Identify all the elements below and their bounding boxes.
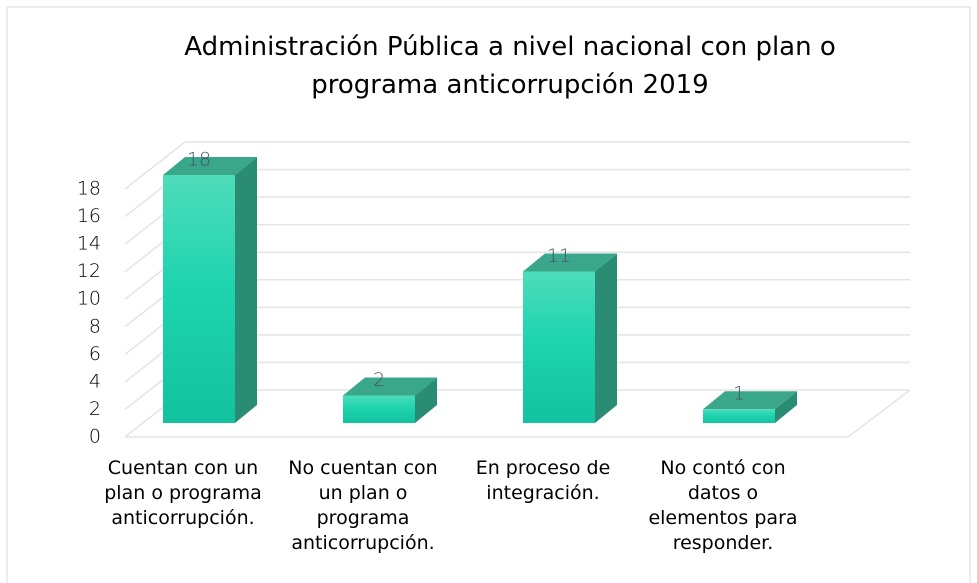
bar-face <box>523 253 617 272</box>
grid-line <box>124 141 186 190</box>
bar <box>163 157 257 423</box>
bar-face <box>703 409 775 423</box>
chart-title: Administración Pública a nivel nacional … <box>184 32 836 100</box>
floor-line <box>847 389 911 438</box>
y-tick-label: 4 <box>89 370 101 392</box>
x-tick-label: Cuentan con un plan o programa anticorru… <box>104 457 262 529</box>
bar-face <box>775 391 797 423</box>
bar <box>523 253 617 423</box>
bar-face <box>235 157 257 423</box>
y-tick-label: 16 <box>77 205 101 227</box>
bar-face <box>343 395 415 423</box>
value-label: 11 <box>547 245 571 267</box>
bar-face <box>415 377 437 423</box>
chart-border <box>6 6 971 583</box>
y-tick-label: 8 <box>89 315 101 337</box>
bar-face <box>595 253 617 423</box>
bar-face <box>703 391 797 410</box>
y-tick-label: 18 <box>77 178 101 200</box>
x-tick-label: No contó con datos o elementos para resp… <box>648 457 798 554</box>
x-tick-label: No cuentan con un plan o programa antico… <box>288 457 438 554</box>
bar-face <box>163 175 235 423</box>
y-tick-label: 14 <box>77 233 101 255</box>
value-label: 1 <box>733 383 745 405</box>
bar <box>703 391 797 423</box>
y-tick-label: 12 <box>77 260 101 282</box>
y-tick-label: 0 <box>89 426 101 448</box>
bar <box>343 377 437 423</box>
bar-face <box>163 157 257 175</box>
bar-face <box>523 271 595 423</box>
y-tick-label: 10 <box>77 288 101 310</box>
value-label: 18 <box>187 149 211 171</box>
x-tick-label: En proceso de integración. <box>475 457 611 504</box>
value-label: 2 <box>373 369 385 391</box>
bar-face <box>343 377 437 396</box>
y-tick-label: 2 <box>89 398 101 420</box>
y-tick-label: 6 <box>89 343 101 365</box>
